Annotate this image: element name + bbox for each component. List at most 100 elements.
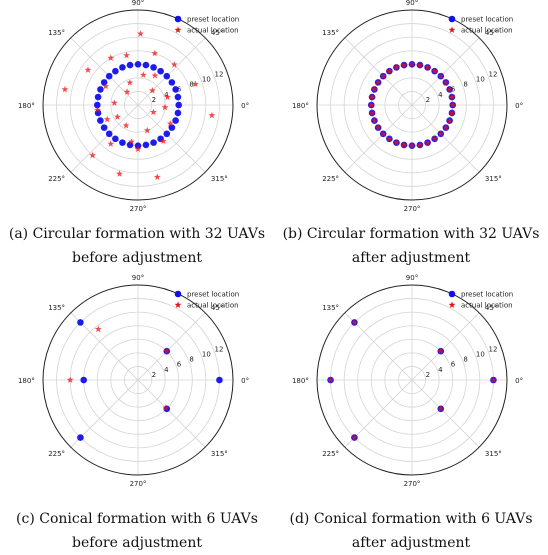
angle-tick-label: 0° — [241, 377, 249, 385]
actual-location-point — [449, 101, 457, 108]
angular-gridline — [137, 312, 206, 381]
preset-location-point — [100, 79, 108, 86]
radial-tick-label: 12 — [214, 70, 223, 78]
actual-location-point — [137, 30, 144, 37]
radial-tick-label: 8 — [189, 356, 193, 364]
legend-marker-preset — [448, 15, 456, 23]
radial-tick-label: 4 — [164, 366, 169, 374]
caption-a-line1: (a) Circular formation with 32 UAVs — [8, 226, 266, 242]
preset-location-point — [134, 60, 142, 68]
actual-location-point — [163, 347, 171, 355]
radial-tick-label: 2 — [152, 371, 156, 379]
radial-tick-label: 4 — [438, 91, 443, 99]
actual-location-point — [114, 113, 121, 120]
actual-location-point — [490, 376, 497, 383]
chart-panel-d: 0° 45° 90° 135° 180° 225° 270° 315° 2 4 6 8 10 12 pres… — [274, 274, 548, 551]
preset-location-point — [80, 376, 88, 384]
actual-location-point — [159, 137, 167, 145]
radial-tick-label: 4 — [438, 366, 443, 374]
angle-tick-label: 45° — [485, 304, 497, 312]
preset-location-point — [77, 319, 84, 326]
legend-marker-actual — [174, 26, 182, 33]
actual-location-point — [370, 85, 378, 93]
actual-location-point — [446, 116, 454, 124]
radial-tick-label: 2 — [426, 371, 430, 379]
preset-location-point — [157, 67, 164, 75]
legend-label: preset location — [187, 16, 239, 24]
actual-location-point — [367, 101, 375, 108]
angle-tick-label: 180° — [18, 102, 35, 110]
caption-d-line1: (d) Conical formation with 6 UAVs — [289, 511, 533, 527]
legend-label: actual location — [187, 302, 239, 310]
actual-location-point — [191, 80, 199, 88]
preset-location-point — [119, 139, 126, 146]
angle-tick-label: 315° — [485, 450, 502, 458]
angular-gridline — [70, 104, 139, 173]
actual-location-point — [400, 61, 408, 68]
angle-tick-label: 90° — [132, 274, 144, 282]
actual-location-point — [84, 66, 92, 73]
angular-gridline — [344, 37, 413, 106]
preset-location-point — [77, 434, 84, 441]
angular-gridline — [344, 104, 413, 173]
preset-location-point — [105, 72, 113, 80]
actual-location-point — [385, 135, 393, 142]
caption-a: (a) Circular formation with 32 UAVs befo… — [0, 222, 274, 270]
polar-outer-ring — [42, 284, 234, 476]
radial-tick-label: 8 — [463, 356, 467, 364]
preset-location-point — [172, 86, 179, 93]
actual-location-point — [374, 124, 382, 131]
preset-location-point — [94, 93, 102, 101]
preset-location-point — [150, 64, 157, 71]
legend-label: preset location — [187, 291, 239, 299]
angular-gridline — [137, 104, 206, 173]
angular-gridline — [70, 37, 139, 106]
radial-tick-label: 8 — [189, 81, 193, 89]
legend-marker-actual — [448, 301, 456, 308]
angle-tick-label: 180° — [292, 102, 309, 110]
actual-location-point — [368, 109, 376, 116]
actual-location-point — [153, 173, 161, 181]
actual-location-point — [416, 61, 424, 68]
polar-outer-ring — [42, 9, 234, 201]
caption-c-line2: before adjustment — [72, 535, 202, 551]
angle-tick-label: 180° — [18, 377, 35, 385]
preset-location-point — [172, 117, 179, 124]
radial-tick-label: 10 — [476, 351, 485, 359]
actual-location-point — [208, 111, 216, 119]
actual-location-point — [374, 78, 382, 86]
actual-location-point — [437, 405, 445, 412]
legend-label: preset location — [461, 16, 513, 24]
radial-tick-label: 10 — [202, 351, 211, 359]
actual-location-point — [385, 67, 393, 75]
preset-location-point — [175, 101, 183, 109]
actual-location-point — [166, 120, 174, 127]
actual-location-point — [66, 376, 74, 383]
actual-location-point — [110, 99, 118, 106]
actual-location-point — [368, 93, 376, 100]
preset-location-point — [97, 117, 104, 124]
preset-location-point — [216, 376, 223, 384]
legend-marker-actual — [448, 26, 456, 33]
actual-location-point — [143, 126, 151, 134]
actual-location-point — [107, 54, 115, 61]
angle-tick-label: 225° — [48, 175, 65, 183]
actual-location-point — [116, 170, 123, 177]
preset-location-point — [105, 130, 113, 138]
actual-location-point — [448, 93, 456, 100]
preset-location-point — [168, 124, 176, 131]
actual-location-point — [437, 130, 445, 137]
preset-location-point — [112, 67, 119, 75]
angle-tick-label: 0° — [515, 377, 523, 385]
angle-tick-label: 270° — [404, 205, 421, 213]
caption-b: (b) Circular formation with 32 UAVs afte… — [274, 222, 548, 270]
actual-location-point — [128, 138, 135, 145]
caption-b-line2: after adjustment — [351, 250, 471, 266]
actual-location-point — [393, 139, 400, 146]
actual-location-point — [327, 376, 334, 383]
actual-location-point — [448, 109, 456, 116]
preset-location-point — [150, 139, 157, 146]
actual-location-point — [89, 151, 97, 159]
